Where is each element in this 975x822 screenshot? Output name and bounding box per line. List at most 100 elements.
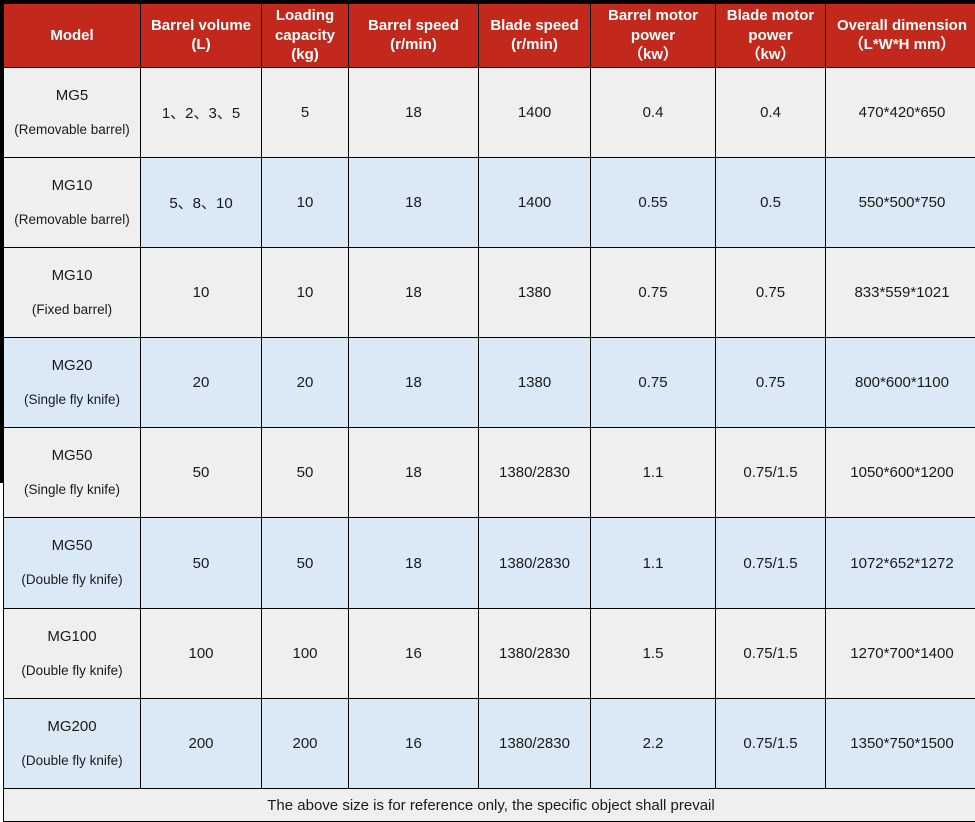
table-cell: 5 (262, 67, 349, 157)
column-header-loading-capacity: Loading capacity (kg) (262, 4, 349, 68)
column-header-overall-dimension: Overall dimension （L*W*H mm） (826, 4, 975, 68)
model-cell: MG50 (Single fly knife) (4, 428, 141, 518)
table-cell: 1380 (479, 338, 591, 428)
table-cell: 200 (141, 698, 262, 788)
table-cell: 18 (349, 338, 479, 428)
table-cell: 550*500*750 (826, 157, 975, 247)
model-cell: MG20 (Single fly knife) (4, 338, 141, 428)
table-row-mg10-fixed: MG10 (Fixed barrel) 10 10 18 1380 0.75 0… (4, 247, 975, 337)
table-cell: 0.75 (716, 338, 826, 428)
table-cell: 20 (262, 338, 349, 428)
product-spec-table: Model Barrel volume (L) Loading capacity… (0, 0, 975, 483)
table-cell: 18 (349, 157, 479, 247)
table-cell: 1380/2830 (479, 428, 591, 518)
model-variant: (Removable barrel) (7, 212, 137, 228)
model-name: MG50 (7, 447, 137, 465)
model-cell: MG10 (Fixed barrel) (4, 247, 141, 337)
model-cell: MG50 (Double fly knife) (4, 518, 141, 608)
table-cell: 800*600*1100 (826, 338, 975, 428)
table-cell: 1380/2830 (479, 608, 591, 698)
table-cell: 10 (262, 247, 349, 337)
table-cell: 0.4 (591, 67, 716, 157)
model-variant: (Removable barrel) (7, 122, 137, 138)
table-cell: 10 (262, 157, 349, 247)
table-cell: 0.75/1.5 (716, 698, 826, 788)
model-name: MG10 (7, 177, 137, 195)
column-header-barrel-speed: Barrel speed (r/min) (349, 4, 479, 68)
model-cell: MG10 (Removable barrel) (4, 157, 141, 247)
table-cell: 1400 (479, 67, 591, 157)
model-variant: (Single fly knife) (7, 482, 137, 498)
model-name: MG20 (7, 357, 137, 375)
table-row-mg5-removable: MG5 (Removable barrel) 1、2、3、5 5 18 1400… (4, 67, 975, 157)
table-cell: 1.1 (591, 518, 716, 608)
model-cell: MG200 (Double fly knife) (4, 698, 141, 788)
table-cell: 0.75 (591, 247, 716, 337)
table-row-mg100: MG100 (Double fly knife) 100 100 16 1380… (4, 608, 975, 698)
table-cell: 1、2、3、5 (141, 67, 262, 157)
table-row-mg200: MG200 (Double fly knife) 200 200 16 1380… (4, 698, 975, 788)
table-cell: 100 (141, 608, 262, 698)
model-name: MG5 (7, 87, 137, 105)
table-cell: 0.75/1.5 (716, 518, 826, 608)
table-row-mg20: MG20 (Single fly knife) 20 20 18 1380 0.… (4, 338, 975, 428)
column-header-blade-speed: Blade speed (r/min) (479, 4, 591, 68)
footer-row: The above size is for reference only, th… (4, 789, 975, 822)
model-name: MG200 (7, 718, 137, 736)
table-cell: 0.75/1.5 (716, 608, 826, 698)
table-cell: 0.75 (591, 338, 716, 428)
table-cell: 0.5 (716, 157, 826, 247)
table-cell: 833*559*1021 (826, 247, 975, 337)
table-cell: 1380/2830 (479, 518, 591, 608)
table-cell: 1380 (479, 247, 591, 337)
table-cell: 200 (262, 698, 349, 788)
footer-note: The above size is for reference only, th… (4, 789, 975, 822)
table-cell: 20 (141, 338, 262, 428)
table-cell: 1380/2830 (479, 698, 591, 788)
table-row-mg50-double: MG50 (Double fly knife) 50 50 18 1380/28… (4, 518, 975, 608)
table-cell: 18 (349, 518, 479, 608)
model-variant: (Double fly knife) (7, 572, 137, 588)
model-name: MG100 (7, 628, 137, 646)
table-cell: 1.1 (591, 428, 716, 518)
table-row-mg50-single: MG50 (Single fly knife) 50 50 18 1380/28… (4, 428, 975, 518)
column-header-model: Model (4, 4, 141, 68)
table-cell: 16 (349, 698, 479, 788)
model-variant: (Double fly knife) (7, 663, 137, 679)
column-header-barrel-motor-power: Barrel motor power （kw） (591, 4, 716, 68)
table-cell: 1050*600*1200 (826, 428, 975, 518)
table-cell: 5、8、10 (141, 157, 262, 247)
table-cell: 100 (262, 608, 349, 698)
model-variant: (Double fly knife) (7, 753, 137, 769)
table-cell: 1270*700*1400 (826, 608, 975, 698)
table-cell: 1.5 (591, 608, 716, 698)
model-name: MG10 (7, 267, 137, 285)
column-header-barrel-volume: Barrel volume (L) (141, 4, 262, 68)
column-header-blade-motor-power: Blade motor power （kw） (716, 4, 826, 68)
table-cell: 18 (349, 67, 479, 157)
model-name: MG50 (7, 537, 137, 555)
table-cell: 16 (349, 608, 479, 698)
table-cell: 1350*750*1500 (826, 698, 975, 788)
table-cell: 50 (141, 518, 262, 608)
table-cell: 2.2 (591, 698, 716, 788)
model-variant: (Fixed barrel) (7, 302, 137, 318)
table-cell: 50 (262, 518, 349, 608)
table-cell: 50 (262, 428, 349, 518)
table-cell: 18 (349, 247, 479, 337)
table-cell: 18 (349, 428, 479, 518)
spec-table: Model Barrel volume (L) Loading capacity… (3, 3, 975, 822)
table-cell: 0.4 (716, 67, 826, 157)
table-cell: 0.75/1.5 (716, 428, 826, 518)
table-cell: 0.55 (591, 157, 716, 247)
table-cell: 1400 (479, 157, 591, 247)
header-row: Model Barrel volume (L) Loading capacity… (4, 4, 975, 68)
table-cell: 10 (141, 247, 262, 337)
table-cell: 0.75 (716, 247, 826, 337)
table-cell: 470*420*650 (826, 67, 975, 157)
model-cell: MG5 (Removable barrel) (4, 67, 141, 157)
model-cell: MG100 (Double fly knife) (4, 608, 141, 698)
table-row-mg10-removable: MG10 (Removable barrel) 5、8、10 10 18 140… (4, 157, 975, 247)
model-variant: (Single fly knife) (7, 392, 137, 408)
table-cell: 1072*652*1272 (826, 518, 975, 608)
